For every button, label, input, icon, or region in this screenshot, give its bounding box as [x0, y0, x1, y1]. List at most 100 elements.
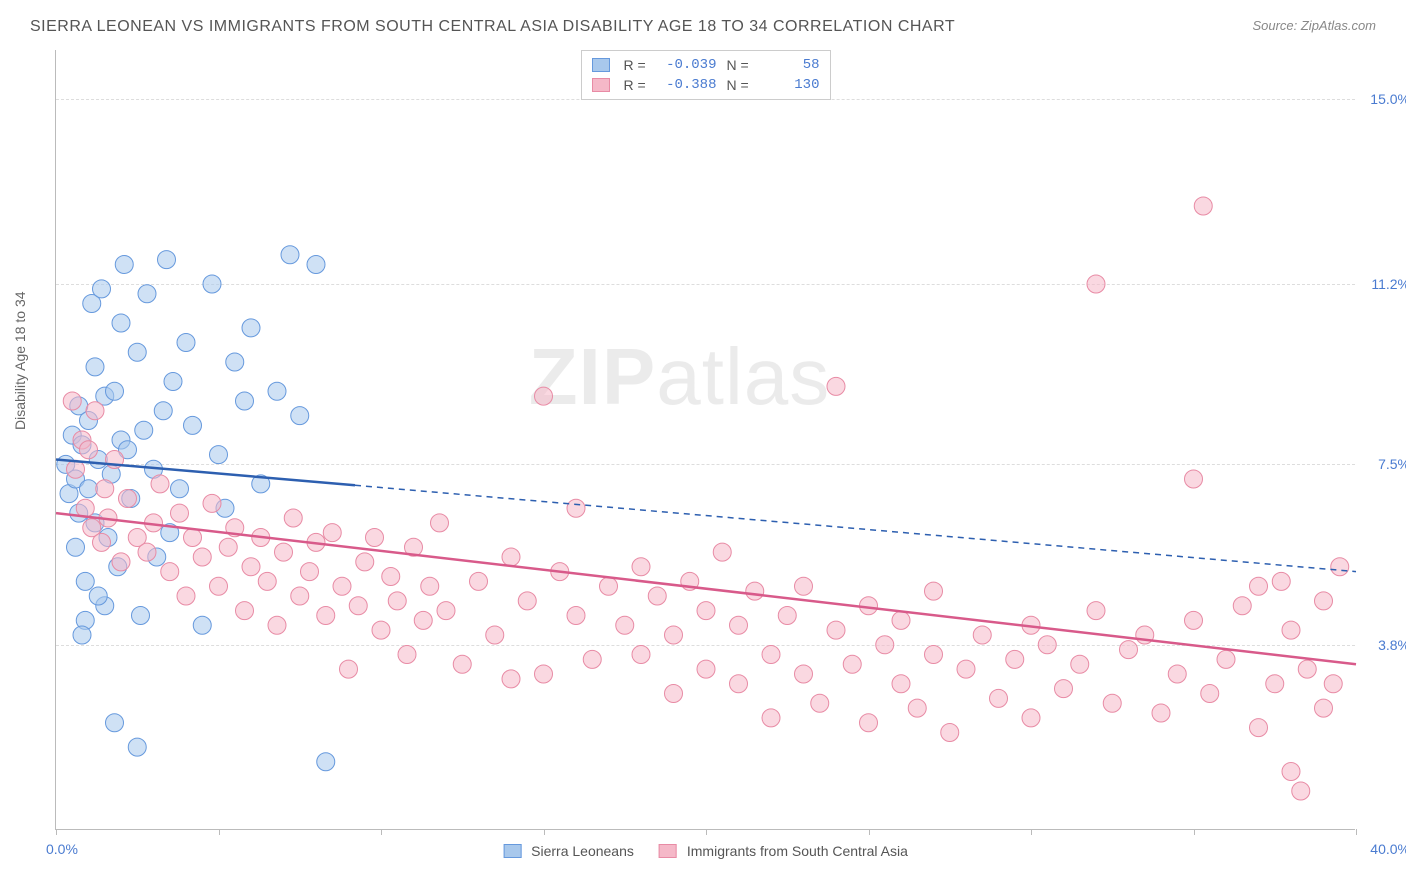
data-point [860, 714, 878, 732]
data-point [219, 538, 237, 556]
data-point [388, 592, 406, 610]
chart-title: SIERRA LEONEAN VS IMMIGRANTS FROM SOUTH … [30, 18, 955, 36]
data-point [1087, 275, 1105, 293]
data-point [193, 616, 211, 634]
data-point [128, 343, 146, 361]
data-point [1217, 650, 1235, 668]
data-point [80, 441, 98, 459]
data-point [63, 392, 81, 410]
data-point [632, 558, 650, 576]
data-point [171, 504, 189, 522]
data-point [1071, 655, 1089, 673]
data-point [1331, 558, 1349, 576]
data-point [177, 587, 195, 605]
data-point [518, 592, 536, 610]
data-point [535, 387, 553, 405]
data-point [151, 475, 169, 493]
stats-row: R =-0.039N =58 [592, 55, 820, 75]
data-point [1201, 685, 1219, 703]
data-point [366, 529, 384, 547]
r-value: -0.388 [662, 77, 717, 93]
data-point [583, 650, 601, 668]
data-point [665, 685, 683, 703]
r-label: R = [624, 77, 652, 93]
data-point [317, 607, 335, 625]
data-point [154, 402, 172, 420]
r-label: R = [624, 57, 652, 73]
data-point [193, 548, 211, 566]
data-point [210, 577, 228, 595]
data-point [236, 602, 254, 620]
data-point [268, 616, 286, 634]
data-point [437, 602, 455, 620]
data-point [1298, 660, 1316, 678]
legend-label: Sierra Leoneans [531, 843, 634, 859]
data-point [1087, 602, 1105, 620]
data-point [941, 724, 959, 742]
data-point [973, 626, 991, 644]
data-point [301, 563, 319, 581]
data-point [291, 407, 309, 425]
data-point [535, 665, 553, 683]
data-point [453, 655, 471, 673]
data-point [648, 587, 666, 605]
data-point [1250, 719, 1268, 737]
data-point [307, 256, 325, 274]
data-point [138, 285, 156, 303]
data-point [1282, 621, 1300, 639]
data-point [1266, 675, 1284, 693]
data-point [106, 382, 124, 400]
data-point [236, 392, 254, 410]
data-point [356, 553, 374, 571]
data-point [827, 377, 845, 395]
data-point [382, 568, 400, 586]
data-point [184, 416, 202, 434]
data-point [86, 358, 104, 376]
r-value: -0.039 [662, 57, 717, 73]
data-point [73, 626, 91, 644]
data-point [567, 607, 585, 625]
data-point [281, 246, 299, 264]
data-point [762, 709, 780, 727]
data-point [730, 616, 748, 634]
n-value: 130 [765, 77, 820, 93]
data-point [67, 538, 85, 556]
legend-item: Immigrants from South Central Asia [659, 843, 908, 859]
data-point [210, 446, 228, 464]
data-point [96, 480, 114, 498]
x-tick [706, 829, 707, 835]
data-point [340, 660, 358, 678]
data-point [164, 373, 182, 391]
data-point [135, 421, 153, 439]
data-point [138, 543, 156, 561]
data-point [1022, 709, 1040, 727]
data-point [268, 382, 286, 400]
data-point [762, 646, 780, 664]
data-point [1168, 665, 1186, 683]
y-axis-label: Disability Age 18 to 34 [12, 291, 28, 430]
y-tick-label: 3.8% [1378, 637, 1406, 653]
data-point [567, 499, 585, 517]
data-point [908, 699, 926, 717]
data-point [161, 563, 179, 581]
data-point [132, 607, 150, 625]
data-point [616, 616, 634, 634]
data-point [398, 646, 416, 664]
data-point [502, 670, 520, 688]
data-point [323, 524, 341, 542]
series-swatch [592, 58, 610, 72]
data-point [275, 543, 293, 561]
data-point [795, 665, 813, 683]
data-point [115, 256, 133, 274]
x-tick [219, 829, 220, 835]
data-point [827, 621, 845, 639]
data-point [1103, 694, 1121, 712]
y-tick-label: 15.0% [1370, 91, 1406, 107]
data-point [177, 334, 195, 352]
data-point [892, 611, 910, 629]
data-point [171, 480, 189, 498]
x-tick [869, 829, 870, 835]
data-point [80, 480, 98, 498]
data-point [284, 509, 302, 527]
data-point [158, 251, 176, 269]
